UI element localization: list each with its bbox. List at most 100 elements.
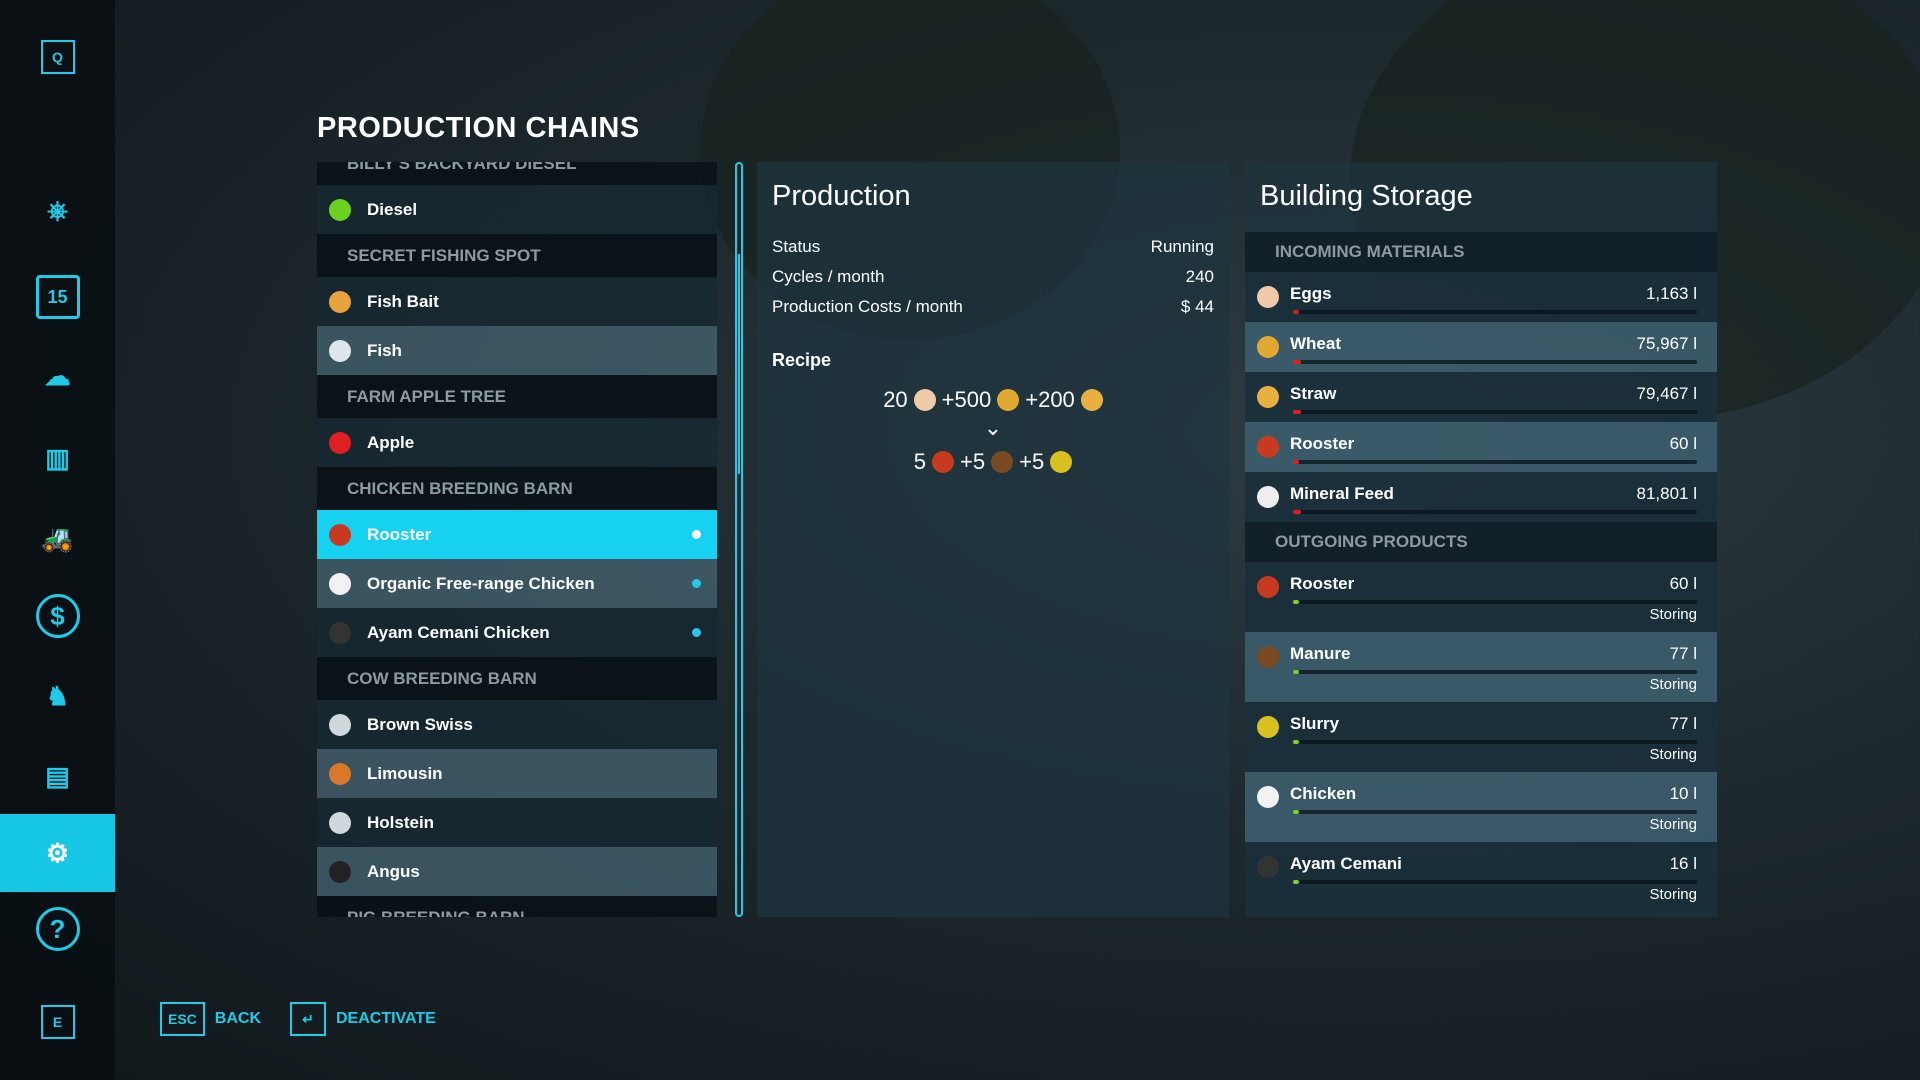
fish-icon [325,336,355,366]
recipe-arrow-icon: ⌄ [983,415,1003,440]
sidebar-item-finance[interactable]: $ [0,577,115,655]
rooster-icon [1257,436,1279,458]
list-item[interactable]: Apple [317,418,717,467]
list-item[interactable]: Rooster [317,510,717,559]
list-group-header: FARM APPLE TREE [317,375,717,418]
storage-level-fill [1293,880,1299,884]
stat-value: Running [1150,237,1214,256]
sidebar-item-contracts[interactable]: ▤ [0,737,115,815]
sidebar-next-key[interactable]: E [0,983,115,1061]
chicken-icon [1257,786,1279,808]
active-indicator [692,530,701,539]
list-group-header: SECRET FISHING SPOT [317,234,717,277]
storage-level-fill [1293,310,1299,314]
list-item[interactable]: Fish Bait [317,277,717,326]
stat-label: Cycles / month [772,267,885,286]
storage-item-amount: 16 l [1669,854,1697,873]
storage-row: Manure 77 l Storing [1245,632,1717,702]
diesel-icon [325,195,355,225]
list-group-header: BILLY'S BACKYARD DIESEL [317,162,717,185]
storage-row: Rooster 60 l Storing [1245,562,1717,632]
cow-icon [325,759,355,789]
production-panel: Production Status Running Cycles / month 24… [757,162,1229,917]
sidebar-item-help[interactable]: ? [0,890,115,968]
storage-title: Building Storage [1260,180,1473,212]
list-item[interactable]: Brown Swiss [317,700,717,749]
finance-icon: $ [35,594,80,638]
list-item-label: Apple [367,432,415,452]
storage-level-fill [1293,670,1299,674]
stat-label: Status [772,237,821,256]
scrollbar-thumb[interactable] [738,254,740,474]
sidebar-item-weather[interactable]: ☁ [0,337,115,415]
list-item-label: Ayam Cemani Chicken [367,622,550,642]
production-chain-list: BILLY'S BACKYARD DIESEL Diesel SECRET FISH… [317,162,717,917]
recipe-amount: +200 [1025,387,1075,412]
storage-row: Wheat 75,967 l [1245,322,1717,372]
storage-item-amount: 81,801 l [1636,484,1698,503]
esc-key: ESC [160,1002,205,1036]
storage-item-amount: 77 l [1669,644,1697,663]
production-stat-row: Cycles / month 240 [757,262,1229,292]
storage-mode[interactable]: Storing [1649,606,1697,623]
list-item[interactable]: Organic Free-range Chicken [317,559,717,608]
list-item[interactable]: Angus [317,847,717,896]
deactivate-button[interactable]: ↵ DEACTIVATE [290,1002,436,1036]
outgoing-products-header: OUTGOING PRODUCTS [1245,522,1717,562]
active-indicator [692,579,701,588]
storage-item-name: Wheat [1290,334,1341,353]
storage-level-bar [1293,360,1697,364]
manure-icon [991,451,1014,473]
back-label: BACK [214,1010,262,1027]
storage-item-name: Ayam Cemani [1290,854,1402,873]
storage-row: Rooster 60 l [1245,422,1717,472]
storage-level-bar [1293,460,1697,464]
storage-item-name: Rooster [1290,574,1355,593]
storage-item-amount: 75,967 l [1636,334,1698,353]
contracts-icon: ▤ [45,760,70,791]
storage-item-amount: 77 l [1669,714,1697,733]
list-item-label: Angus [367,861,420,881]
recipe-amount: +500 [941,387,992,412]
storage-item-name: Eggs [1290,284,1332,303]
list-item[interactable]: Holstein [317,798,717,847]
list-item[interactable]: Fish [317,326,717,375]
recipe-amount: +5 [1019,449,1045,474]
list-item-label: Organic Free-range Chicken [367,573,595,593]
sidebar-prev-key[interactable]: Q [0,18,115,96]
sidebar-item-tractor[interactable]: 🚜 [0,499,115,577]
storage-level-bar [1293,880,1697,884]
storage-mode[interactable]: Storing [1649,676,1697,693]
sidebar-item-animals[interactable]: ♞ [0,657,115,735]
sidebar-item-production[interactable]: ⚙ [0,814,115,892]
list-scrollbar[interactable] [735,162,743,917]
list-item-label: Fish Bait [367,291,439,311]
wheat-icon [1257,336,1279,358]
fish-bait-icon [325,287,355,317]
list-group-header: PIG BREEDING BARN [317,896,717,917]
storage-item-name: Mineral Feed [1290,484,1394,503]
storage-mode[interactable]: Storing [1649,886,1697,903]
cow-icon [325,857,355,887]
storage-mode[interactable]: Storing [1649,746,1697,763]
list-group-header: COW BREEDING BARN [317,657,717,700]
list-item[interactable]: Limousin [317,749,717,798]
weather-icon: ☁ [44,360,71,391]
sidebar-item-calendar[interactable]: 15 [0,258,115,336]
production-stat-row: Status Running [757,232,1229,262]
storage-mode[interactable]: Storing [1649,816,1697,833]
storage-item-amount: 1,163 l [1645,284,1697,303]
stat-value: 240 [1185,267,1214,286]
storage-level-fill [1293,810,1299,814]
sidebar-item-statistics[interactable]: ▥ [0,419,115,497]
storage-row: Chicken 10 l Storing [1245,772,1717,842]
list-item[interactable]: Ayam Cemani Chicken [317,608,717,657]
recipe-inputs: 20 +500 +200 [757,387,1229,413]
list-item[interactable]: Diesel [317,185,717,234]
slurry-icon [1257,716,1279,738]
storage-level-fill [1293,510,1302,514]
sidebar-item-steering-wheel[interactable]: ⎈ [0,172,115,250]
wheat-icon [997,389,1020,411]
storage-row: Slurry 77 l Storing [1245,702,1717,772]
back-button[interactable]: ESC BACK [160,1002,261,1036]
